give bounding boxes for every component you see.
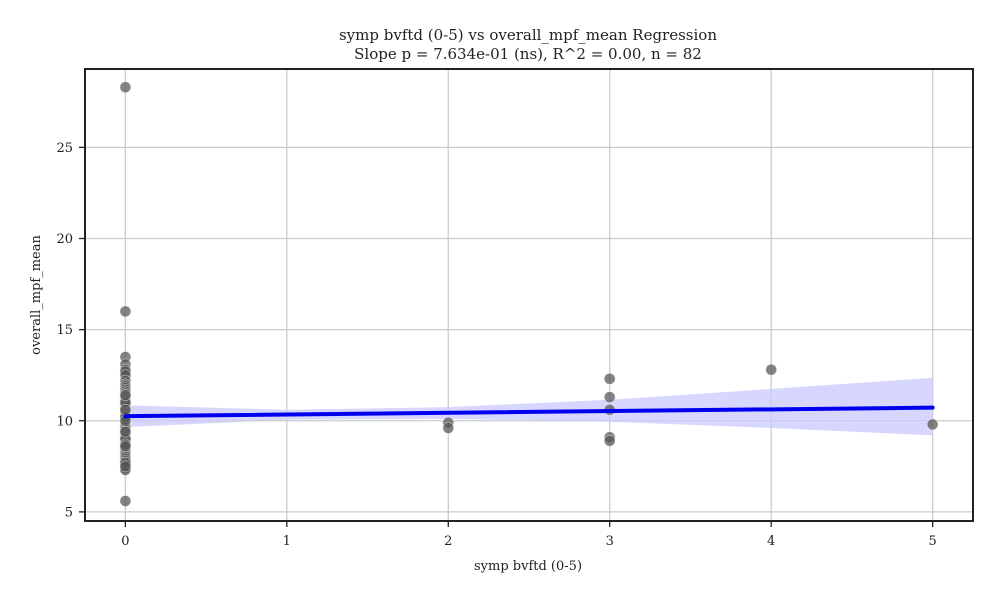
grid: [85, 69, 973, 521]
axis-ticks: 0 1 2 3 4 5 5 10 15 20 25: [56, 141, 936, 549]
y-tick-label: 25: [56, 141, 73, 156]
y-tick-label: 10: [56, 414, 73, 429]
data-point: [119, 389, 132, 402]
data-point: [119, 425, 132, 438]
y-tick-label: 20: [56, 232, 73, 247]
data-point: [119, 460, 132, 473]
chart-title: symp bvftd (0-5) vs overall_mpf_mean Reg…: [339, 26, 717, 44]
x-tick-label: 0: [121, 534, 129, 549]
data-point: [765, 363, 778, 376]
data-point: [119, 495, 132, 507]
data-point: [926, 418, 939, 431]
chart-subtitle: Slope p = 7.634e-01 (ns), R^2 = 0.00, n …: [354, 45, 702, 63]
confidence-band: [125, 377, 933, 436]
x-tick-label: 2: [444, 534, 452, 549]
x-tick-label: 3: [606, 534, 614, 549]
regression-line: [123, 405, 935, 419]
scatter-points: [119, 81, 939, 507]
plot-frame: [84, 68, 974, 522]
y-axis-label: overall_mpf_mean: [29, 234, 44, 354]
data-point: [119, 305, 132, 318]
data-point: [119, 440, 132, 453]
x-tick-label: 4: [767, 534, 775, 549]
data-point: [119, 81, 132, 93]
data-point: [119, 403, 132, 416]
y-tick-label: 15: [56, 323, 73, 338]
x-axis-label: symp bvftd (0-5): [474, 559, 582, 574]
y-tick-label: 5: [65, 505, 73, 520]
data-point: [442, 422, 455, 434]
data-point: [603, 372, 616, 385]
data-point: [603, 391, 616, 403]
x-tick-label: 5: [928, 534, 936, 549]
regression-line-layer: [123, 405, 935, 419]
confidence-band-layer: [125, 377, 933, 436]
data-point: [603, 434, 616, 447]
x-tick-label: 1: [283, 534, 291, 549]
